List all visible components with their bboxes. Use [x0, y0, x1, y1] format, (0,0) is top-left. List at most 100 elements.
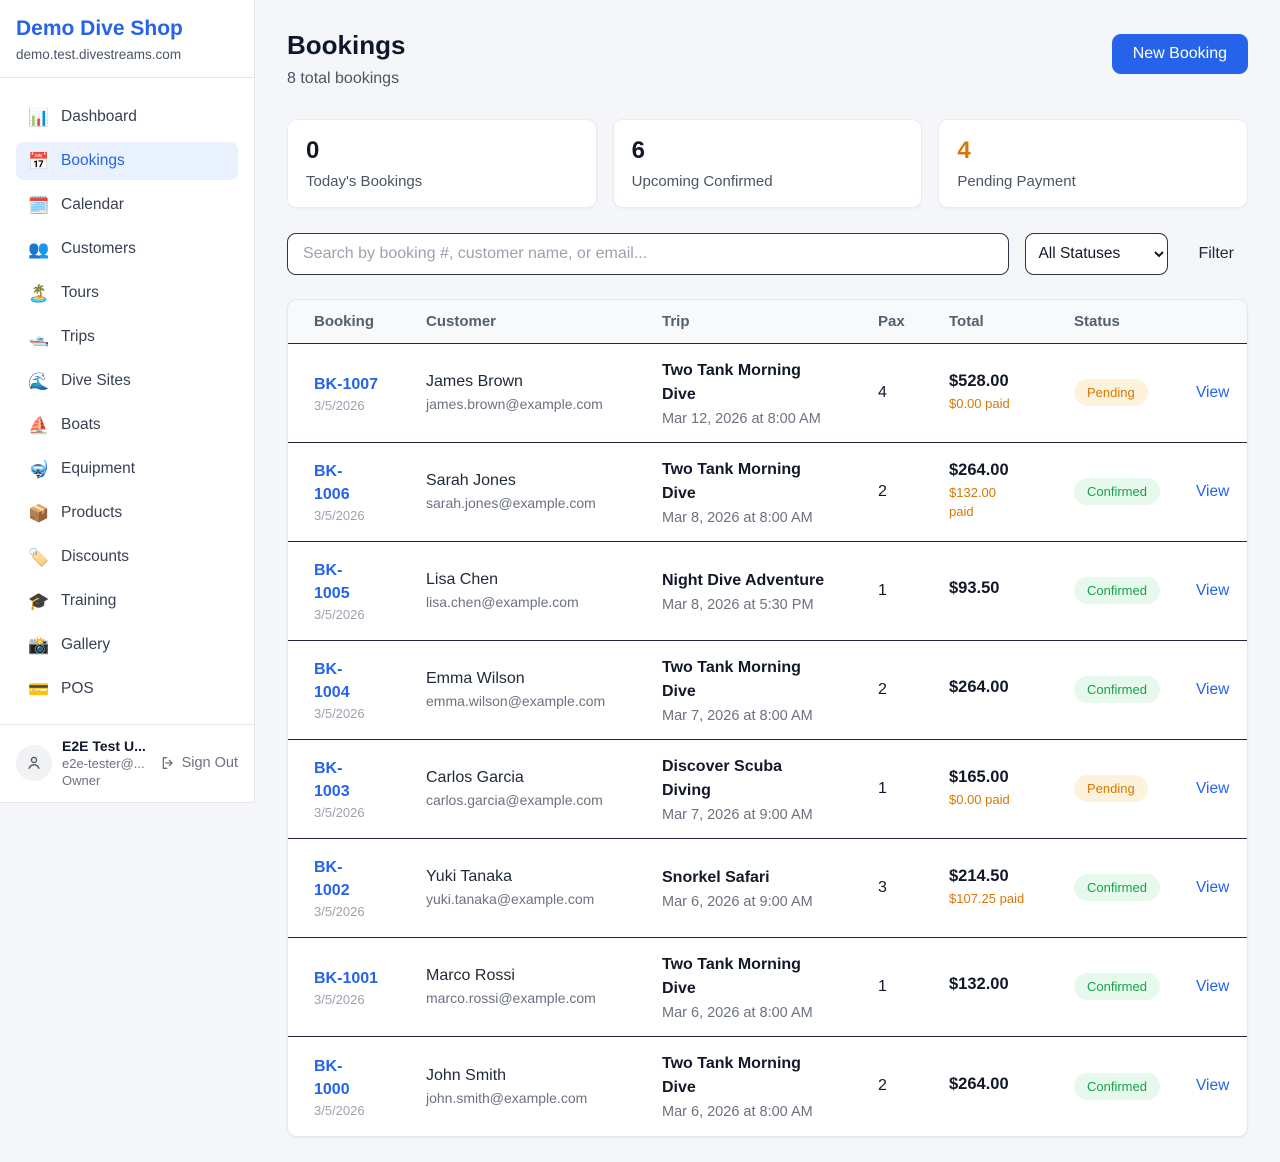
booking-id-link[interactable]: BK- 1000 — [314, 1057, 350, 1098]
sidebar-item-customers[interactable]: 👥 Customers — [16, 230, 238, 268]
trip-datetime: Mar 12, 2026 at 8:00 AM — [662, 410, 821, 427]
trip-name: Two Tank Morning Dive — [662, 460, 801, 502]
booking-id-link[interactable]: BK-1001 — [314, 969, 379, 987]
view-link[interactable]: View — [1196, 1077, 1230, 1095]
sidebar-item-label: POS — [61, 680, 94, 697]
stat-value: 6 — [631, 137, 646, 164]
sidebar-item-trips[interactable]: 🛥️ Trips — [16, 318, 238, 356]
pax-value: 1 — [878, 581, 887, 599]
sidebar-item-products[interactable]: 📦 Products — [16, 494, 238, 532]
column-header-customer: Customer — [426, 312, 497, 330]
pax-value: 2 — [878, 482, 887, 500]
booking-id-link[interactable]: BK- 1002 — [314, 859, 350, 900]
table-header-row: Booking Customer Trip Pax Total Status — [288, 299, 1247, 344]
customer-email: yuki.tanaka@example.com — [426, 891, 595, 908]
view-link[interactable]: View — [1196, 878, 1230, 896]
package-icon: 📦 — [28, 503, 50, 523]
user-email: e2e-tester@... — [62, 756, 145, 771]
view-link[interactable]: View — [1196, 383, 1230, 401]
bookings-table: Booking Customer Trip Pax Total Status B… — [287, 298, 1248, 1137]
booking-date: 3/5/2026 — [314, 508, 365, 524]
status-badge: Confirmed — [1074, 478, 1160, 506]
paid-amount: $0.00 paid — [949, 395, 1010, 411]
booking-id-link[interactable]: BK-1007 — [314, 375, 379, 393]
total-amount: $132.00 — [949, 975, 1009, 994]
customer-email: carlos.garcia@example.com — [426, 792, 603, 809]
sign-out-button[interactable]: Sign Out — [160, 755, 238, 771]
stats-cards: 0 Today's Bookings 6 Upcoming Confirmed … — [287, 119, 1248, 208]
stat-label: Pending Payment — [957, 172, 1076, 190]
status-badge: Pending — [1074, 379, 1148, 407]
sidebar-item-label: Boats — [61, 416, 101, 433]
column-header-total: Total — [949, 312, 984, 330]
total-amount: $264.00 — [949, 1074, 1009, 1093]
view-link[interactable]: View — [1196, 779, 1230, 797]
sidebar-item-label: Trips — [61, 328, 95, 345]
search-input[interactable] — [287, 232, 1010, 275]
person-icon — [28, 756, 40, 769]
sidebar-item-dive-sites[interactable]: 🌊 Dive Sites — [16, 362, 238, 400]
motorboat-icon: 🛥️ — [28, 327, 50, 347]
user-info: E2E Test U... e2e-tester@... Owner — [62, 738, 146, 788]
booking-id-link[interactable]: BK- 1003 — [314, 760, 350, 801]
booking-id-link[interactable]: BK- 1006 — [314, 463, 350, 504]
pax-value: 4 — [878, 383, 887, 401]
sidebar-item-pos[interactable]: 💳 POS — [16, 670, 238, 708]
brand-block: Demo Dive Shop demo.test.divestreams.com — [0, 0, 254, 78]
view-link[interactable]: View — [1196, 581, 1230, 599]
status-badge: Confirmed — [1074, 676, 1160, 704]
sidebar-item-gallery[interactable]: 📸 Gallery — [16, 626, 238, 664]
sidebar-item-boats[interactable]: ⛵ Boats — [16, 406, 238, 444]
table-row: BK-1007 3/5/2026 James Brown james.brown… — [288, 344, 1247, 443]
sidebar-item-label: Discounts — [61, 548, 130, 565]
status-badge: Confirmed — [1074, 874, 1160, 902]
booking-date: 3/5/2026 — [314, 991, 365, 1007]
booking-id-link[interactable]: BK- 1004 — [314, 661, 350, 702]
view-link[interactable]: View — [1196, 680, 1230, 698]
trip-datetime: Mar 6, 2026 at 9:00 AM — [662, 893, 813, 910]
table-row: BK- 1005 3/5/2026 Lisa Chen lisa.chen@ex… — [288, 542, 1247, 641]
sidebar-item-calendar[interactable]: 🗓️ Calendar — [16, 186, 238, 224]
column-header-pax: Pax — [878, 312, 905, 330]
sidebar-item-tours[interactable]: 🏝️ Tours — [16, 274, 238, 312]
table-row: BK- 1002 3/5/2026 Yuki Tanaka yuki.tanak… — [288, 839, 1247, 938]
table-row: BK- 1000 3/5/2026 John Smith john.smith@… — [288, 1037, 1247, 1136]
paid-amount: $132.00 paid — [949, 485, 996, 520]
tag-icon: 🏷️ — [28, 547, 50, 567]
sidebar-item-bookings[interactable]: 📅 Bookings — [16, 142, 238, 180]
sidebar-item-dashboard[interactable]: 📊 Dashboard — [16, 98, 238, 136]
sign-out-label: Sign Out — [181, 755, 238, 771]
filter-button[interactable]: Filter — [1184, 245, 1248, 263]
view-link[interactable]: View — [1196, 482, 1230, 500]
trip-datetime: Mar 6, 2026 at 8:00 AM — [662, 1104, 813, 1121]
page-subtitle: 8 total bookings — [287, 70, 400, 87]
trip-datetime: Mar 7, 2026 at 9:00 AM — [662, 806, 813, 823]
stat-card: 0 Today's Bookings — [287, 119, 597, 208]
new-booking-button[interactable]: New Booking — [1111, 34, 1248, 74]
main-content: Bookings 8 total bookings New Booking 0 … — [255, 0, 1280, 1161]
column-header-status: Status — [1074, 312, 1120, 330]
people-icon: 👥 — [28, 239, 50, 259]
sidebar-nav: 📊 Dashboard 📅 Bookings 🗓️ Calendar 👥 Cus… — [0, 78, 254, 724]
sailboat-icon: ⛵ — [28, 415, 50, 435]
graduation-cap-icon: 🎓 — [28, 591, 50, 611]
sidebar-item-label: Equipment — [61, 460, 136, 477]
customer-email: john.smith@example.com — [426, 1089, 588, 1106]
status-filter-select[interactable]: All Statuses — [1025, 232, 1169, 275]
sidebar-item-discounts[interactable]: 🏷️ Discounts — [16, 538, 238, 576]
paid-amount: $107.25 paid — [949, 890, 1025, 906]
sidebar-item-equipment[interactable]: 🤿 Equipment — [16, 450, 238, 488]
trip-datetime: Mar 6, 2026 at 8:00 AM — [662, 1004, 813, 1021]
stat-label: Today's Bookings — [306, 172, 423, 190]
customer-name: Marco Rossi — [426, 967, 515, 985]
table-row: BK-1001 3/5/2026 Marco Rossi marco.rossi… — [288, 938, 1247, 1037]
booking-id-link[interactable]: BK- 1005 — [314, 562, 350, 603]
sidebar-item-label: Calendar — [61, 196, 124, 213]
booking-date: 3/5/2026 — [314, 1102, 365, 1118]
view-link[interactable]: View — [1196, 977, 1230, 995]
camera-icon: 📸 — [28, 635, 50, 655]
brand-domain: demo.test.divestreams.com — [16, 47, 182, 62]
brand-title[interactable]: Demo Dive Shop — [16, 17, 183, 40]
sidebar-item-training[interactable]: 🎓 Training — [16, 582, 238, 620]
avatar — [16, 745, 52, 781]
